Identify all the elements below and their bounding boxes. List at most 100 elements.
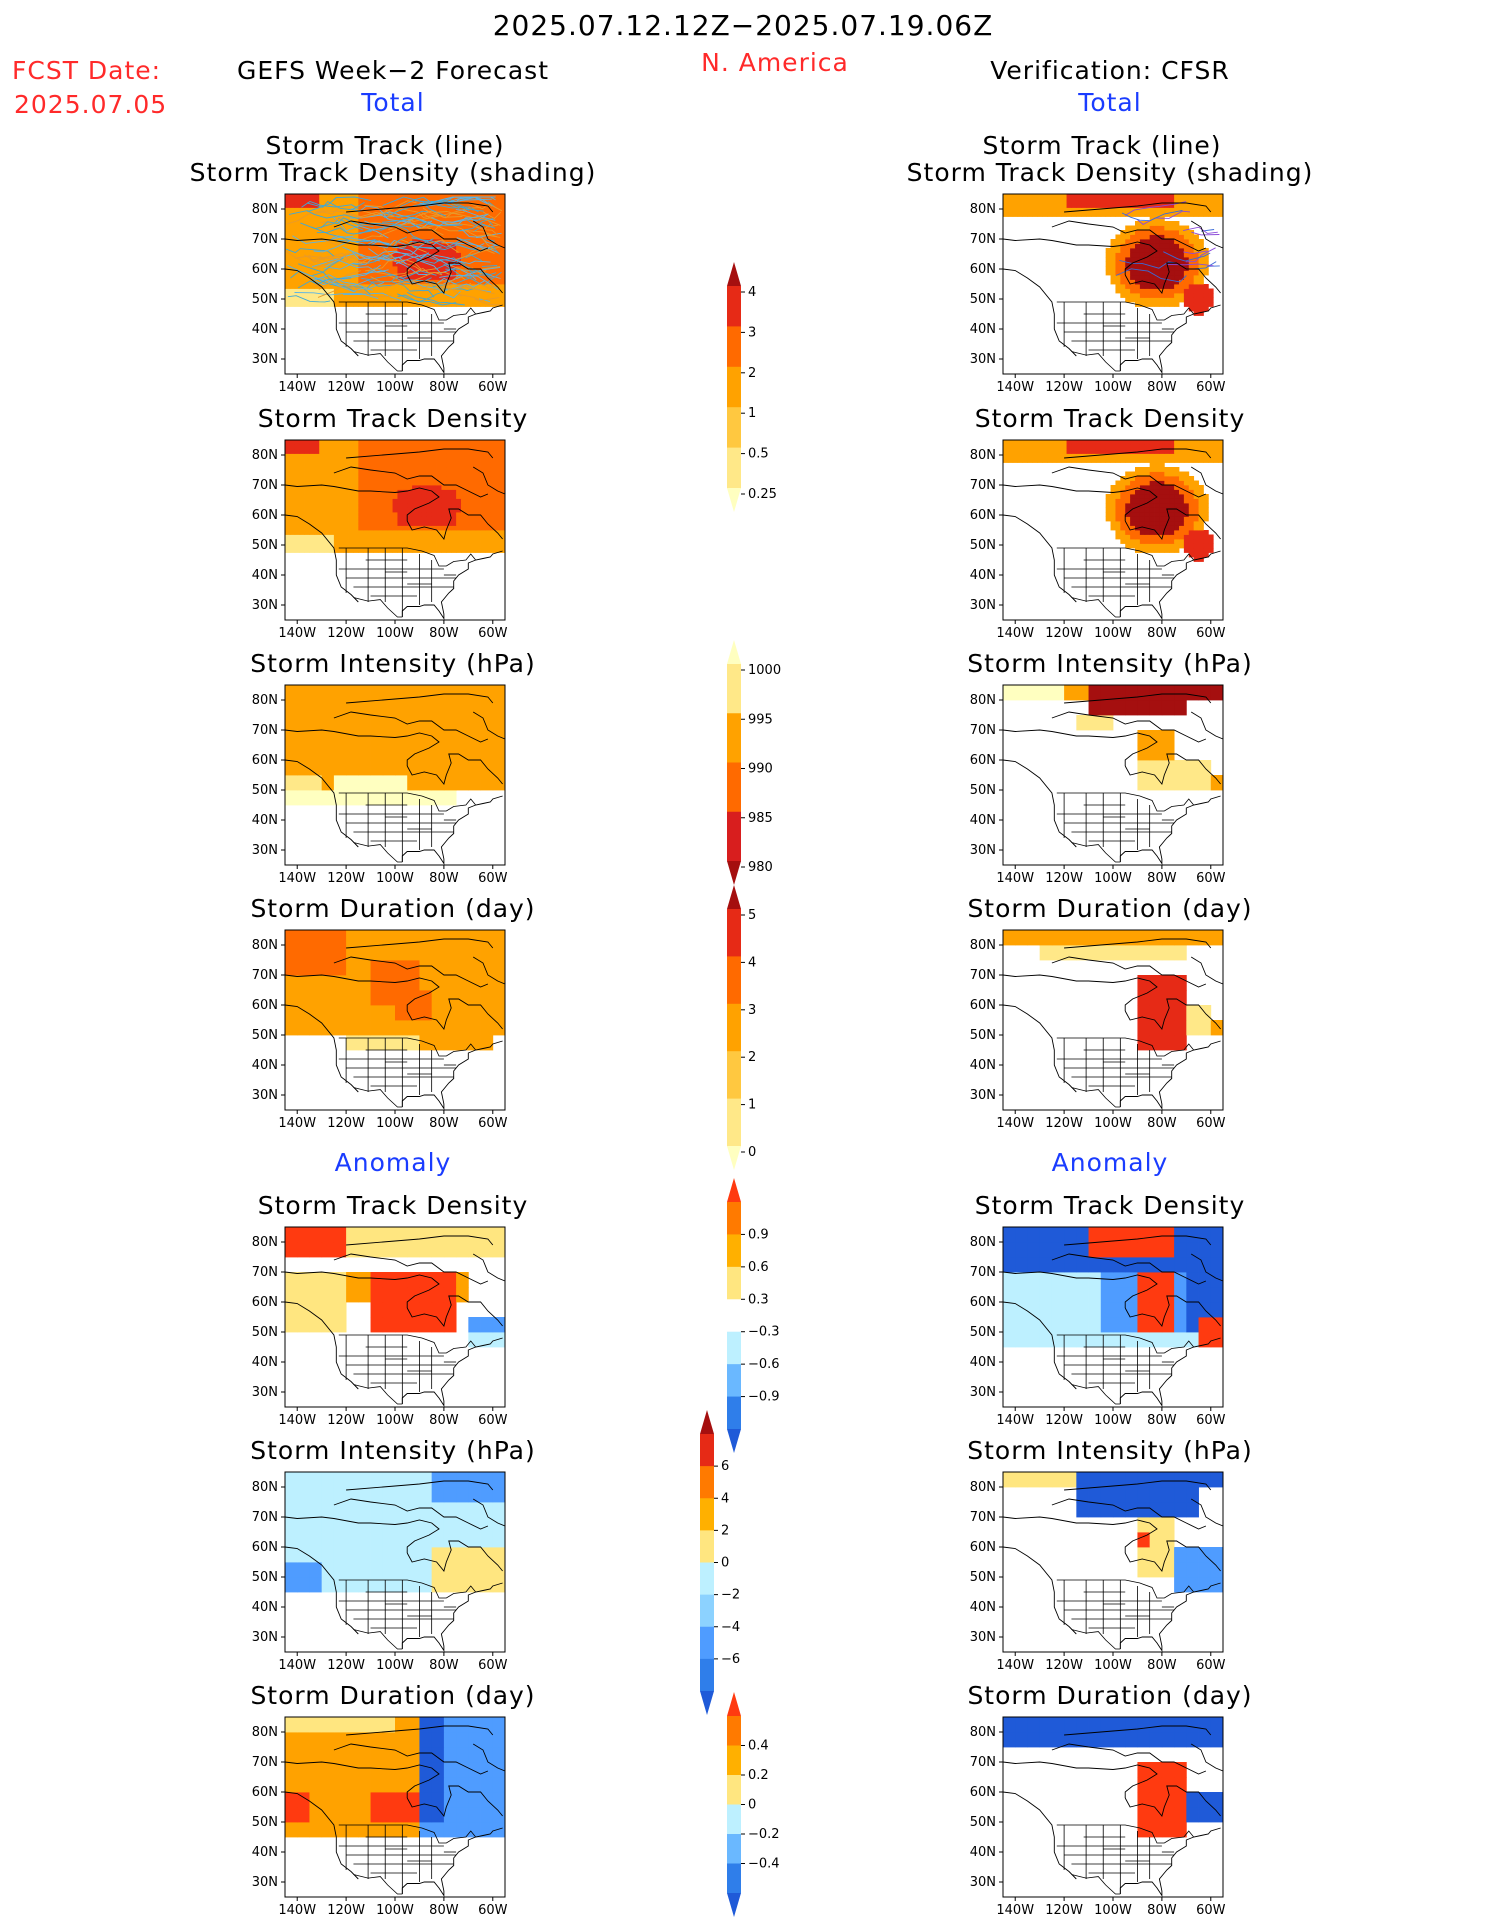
lat-label: 80N — [252, 1235, 278, 1250]
coastlines — [1002, 1480, 1224, 1653]
colorbar-label: 4 — [748, 955, 756, 970]
lat-label: 50N — [970, 538, 996, 553]
state-borders — [1056, 547, 1194, 618]
lat-label: 80N — [252, 1725, 278, 1740]
state-borders — [1056, 1037, 1194, 1108]
colorbar-bottom-arrow — [727, 1429, 741, 1453]
lon-label: 100W — [376, 1658, 414, 1673]
colorbar-label: 0 — [748, 1145, 756, 1160]
colorbar-top-arrow — [727, 1692, 741, 1716]
colorbar-label: 980 — [748, 860, 773, 875]
lat-label: 30N — [252, 352, 278, 367]
colorbar-box — [727, 909, 741, 957]
lat-label: 30N — [252, 1875, 278, 1890]
panel-title-duration-forecast: Storm Duration (day) — [250, 894, 536, 923]
colorbar-label: 0.4 — [748, 1739, 769, 1754]
lon-label: 80W — [1147, 871, 1177, 886]
map-intensity-forecast: 80N 70N 60N 50N 40N 30N 140W 120W 100W 80W 60W — [240, 681, 520, 886]
colorbar-label: −4 — [721, 1620, 740, 1635]
lat-label: 70N — [970, 1510, 996, 1525]
forecast-anomaly-label: Anomaly — [334, 1148, 452, 1177]
lon-label: 140W — [996, 871, 1034, 886]
lat-label: 50N — [970, 292, 996, 307]
colorbar-box — [727, 1003, 741, 1052]
colorbar-label: 4 — [748, 285, 756, 300]
colorbar-label: 995 — [748, 712, 773, 727]
map-duration-anom-verif: 80N 70N 60N 50N 40N 30N 140W 120W 100W 80W 60W — [958, 1713, 1238, 1918]
lon-label: 100W — [376, 1413, 414, 1428]
forecast-total-label: Total — [361, 88, 425, 117]
lat-label: 60N — [252, 262, 278, 277]
lon-label: 100W — [376, 380, 414, 395]
lon-label: 140W — [278, 1116, 316, 1131]
colorbar-label: 990 — [748, 762, 773, 777]
lat-label: 30N — [970, 1088, 996, 1103]
lat-label: 70N — [970, 1265, 996, 1280]
colorbar-density-total: 4 3 2 1 0.5 0.25 — [722, 262, 802, 552]
storm-tracks — [284, 196, 503, 306]
colorbar-label: 985 — [748, 811, 773, 826]
state-borders — [338, 792, 476, 863]
lat-label: 60N — [252, 1295, 278, 1310]
colorbar-box — [727, 1202, 741, 1235]
colorbar-label: −2 — [721, 1588, 740, 1603]
coastlines — [284, 1480, 506, 1653]
lon-label: 100W — [1094, 871, 1132, 886]
coastlines — [284, 448, 506, 621]
panel-title-intensity-forecast: Storm Intensity (hPa) — [250, 649, 536, 678]
colorbar-label: 0 — [721, 1556, 729, 1571]
colorbar-label: 0.9 — [748, 1227, 769, 1242]
grid-cells — [1003, 1717, 1224, 1838]
colorbar-duration-anom: 0.4 0.2 0 −0.2 −0.4 — [722, 1692, 802, 1922]
lat-label: 50N — [970, 783, 996, 798]
lat-label: 70N — [970, 968, 996, 983]
lon-label: 140W — [278, 1658, 316, 1673]
lon-label: 120W — [327, 626, 365, 641]
lat-label: 50N — [252, 1028, 278, 1043]
lon-label: 120W — [1045, 1658, 1083, 1673]
colorbar-bottom-arrow — [727, 1893, 741, 1917]
lat-label: 60N — [970, 1295, 996, 1310]
lon-label: 80W — [429, 871, 459, 886]
colorbar-label: 2 — [748, 366, 756, 381]
state-borders — [338, 1037, 476, 1108]
state-borders — [1056, 1334, 1194, 1405]
verification-anomaly-label: Anomaly — [1051, 1148, 1169, 1177]
colorbar-box — [700, 1466, 714, 1499]
panel-title-duration-verif: Storm Duration (day) — [967, 894, 1253, 923]
panel-subtitle-track-density-forecast: Storm Track Density (shading) — [189, 158, 597, 187]
colorbar-boxes — [727, 262, 741, 512]
lon-label: 100W — [1094, 1903, 1132, 1918]
lat-label: 60N — [252, 508, 278, 523]
colorbar-boxes — [727, 1692, 741, 1917]
lat-label: 30N — [970, 598, 996, 613]
colorbar-box — [727, 1834, 741, 1864]
lon-label: 80W — [1147, 1658, 1177, 1673]
colorbar-box — [727, 1716, 741, 1746]
lon-label: 100W — [376, 1116, 414, 1131]
lat-label: 40N — [252, 813, 278, 828]
lon-label: 60W — [1196, 871, 1226, 886]
lon-label: 140W — [996, 1903, 1034, 1918]
colorbar-top-arrow — [727, 640, 741, 664]
lat-label: 80N — [970, 1480, 996, 1495]
state-borders — [338, 547, 476, 618]
fcst-date-value: 2025.07.05 — [14, 90, 168, 119]
state-borders — [338, 1579, 476, 1650]
lon-label: 60W — [1196, 380, 1226, 395]
grid-cells — [285, 1227, 506, 1348]
lat-label: 40N — [970, 568, 996, 583]
map-duration-anom-forecast: 80N 70N 60N 50N 40N 30N 140W 120W 100W 80W 60W — [240, 1713, 520, 1918]
state-borders — [1056, 301, 1194, 372]
colorbar-box — [727, 956, 741, 1005]
lat-label: 80N — [252, 202, 278, 217]
lat-label: 60N — [970, 508, 996, 523]
lon-label: 80W — [429, 1903, 459, 1918]
lon-label: 80W — [1147, 380, 1177, 395]
lat-label: 40N — [252, 1845, 278, 1860]
colorbar-label: −0.4 — [748, 1857, 780, 1872]
